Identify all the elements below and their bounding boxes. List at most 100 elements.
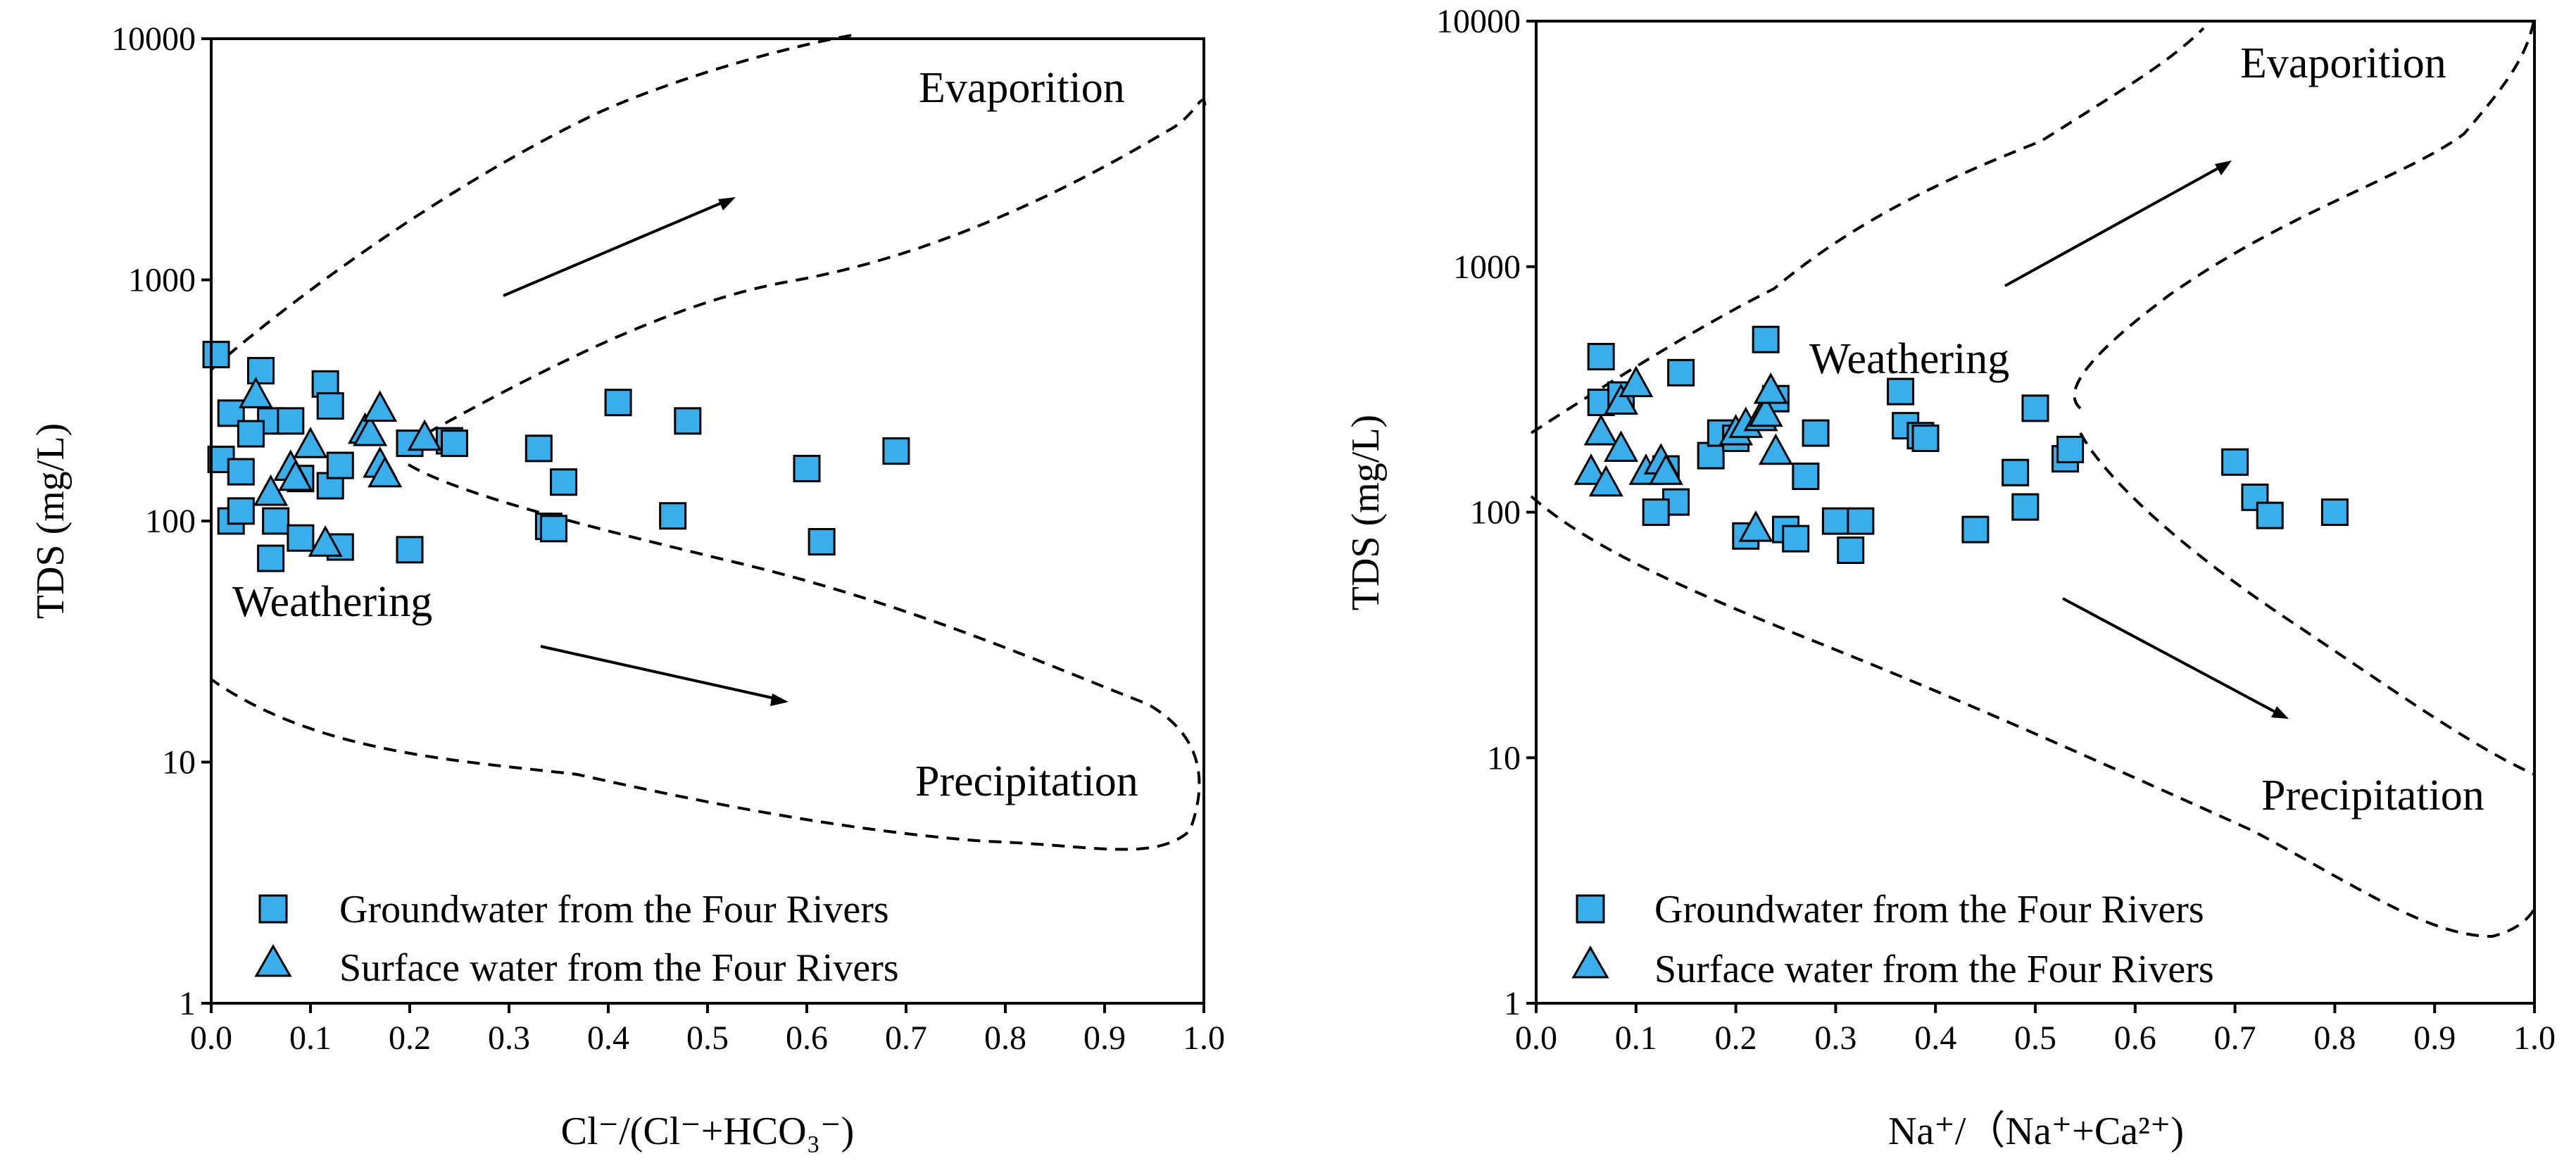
groundwater-point xyxy=(2011,493,2040,521)
right-evaporation-dashed-boundary xyxy=(2073,17,2536,410)
groundwater-point xyxy=(1961,515,1990,544)
left-label-evaporition: Evaporition xyxy=(919,64,1125,112)
groundwater-point xyxy=(1667,358,1695,387)
right-arrow-precipitation xyxy=(2062,597,2280,715)
x-tick-label: 0.5 xyxy=(2014,1019,2056,1057)
groundwater-point xyxy=(1642,498,1670,526)
groundwater-point xyxy=(524,434,553,463)
groundwater-point xyxy=(1821,507,1849,535)
surface-water-point xyxy=(1753,372,1788,404)
surface-water-point xyxy=(367,456,403,488)
x-tick-label: 0.4 xyxy=(587,1019,629,1057)
x-tick-label: 0.7 xyxy=(2214,1019,2256,1057)
x-tick-label: 0.5 xyxy=(686,1019,729,1057)
surface-water-point xyxy=(293,427,328,458)
x-tick-label: 0.0 xyxy=(1515,1019,1557,1057)
right-axes: 0.0 0.1 0.2 0.3 0.4 0.5 0.6 0.7 0.8 0.9 1.0 1 10 100 1… xyxy=(1436,3,2556,1057)
x-tick-label: 0.2 xyxy=(389,1019,431,1057)
right-label-precipitation: Precipitation xyxy=(2261,772,2484,820)
left-label-weathering: Weathering xyxy=(232,578,432,626)
x-tick-label: 0.8 xyxy=(984,1019,1026,1057)
y-tick-label: 1 xyxy=(179,985,196,1022)
groundwater-point xyxy=(2256,501,2284,529)
groundwater-point xyxy=(316,392,344,420)
groundwater-point xyxy=(604,389,632,417)
right-precipitation-dashed-boundary xyxy=(2079,432,2535,776)
right-arrowhead-evaporation xyxy=(2215,161,2232,175)
groundwater-point xyxy=(550,468,578,496)
y-tick-label: 1 xyxy=(1504,985,1521,1022)
right-legend-groundwater: Groundwater from the Four Rivers xyxy=(1654,888,2204,931)
groundwater-point xyxy=(237,420,265,448)
left-plot-frame xyxy=(210,37,1205,1005)
right-label-evaporition: Evaporition xyxy=(2240,39,2446,87)
left-legend-square-marker xyxy=(258,894,288,924)
right-y-axis-label: TDS (mg/L) xyxy=(1344,415,1388,610)
x-tick-label: 0.0 xyxy=(190,1019,232,1057)
groundwater-point xyxy=(1752,325,1780,353)
y-tick-label: 10 xyxy=(1487,739,1521,777)
left-legend-triangle-marker xyxy=(254,943,292,977)
groundwater-point xyxy=(227,497,255,525)
surface-water-point xyxy=(1573,453,1609,485)
right-data-points xyxy=(1573,325,2349,565)
groundwater-point xyxy=(202,341,230,369)
right-legend-square-marker xyxy=(1576,894,1605,924)
surface-water-point xyxy=(353,414,388,446)
y-tick-label: 1000 xyxy=(128,262,196,299)
surface-water-point xyxy=(1588,465,1623,497)
x-tick-label: 1.0 xyxy=(1183,1019,1225,1057)
left-y-axis-label: TDS (mg/L) xyxy=(29,423,73,619)
left-legend-groundwater: Groundwater from the Four Rivers xyxy=(339,888,889,931)
right-chart: 0.0 0.1 0.2 0.3 0.4 0.5 0.6 0.7 0.8 0.9 1.0 1 10 100 1… xyxy=(1344,3,2556,1153)
left-arrow-evaporation xyxy=(503,200,726,297)
y-tick-label: 10 xyxy=(162,744,196,781)
y-tick-label: 100 xyxy=(1470,494,1521,532)
right-arrowhead-precipitation xyxy=(2271,706,2289,719)
x-tick-label: 0.9 xyxy=(2413,1019,2456,1057)
x-tick-label: 0.1 xyxy=(1615,1019,1657,1057)
groundwater-point xyxy=(396,536,424,564)
groundwater-point xyxy=(793,455,821,483)
x-tick-label: 0.9 xyxy=(1083,1019,1126,1057)
left-evaporation-dashed-boundary xyxy=(408,99,1207,445)
x-tick-label: 0.6 xyxy=(2114,1019,2156,1057)
right-legend-surface-water: Surface water from the Four Rivers xyxy=(1654,948,2214,991)
left-x-axis-label: Cl⁻/(Cl⁻+HCO₃⁻) xyxy=(561,1110,855,1153)
groundwater-point xyxy=(1697,441,1725,470)
left-precipitation-dashed-boundary xyxy=(210,463,1201,851)
surface-water-point xyxy=(1748,395,1783,427)
left-axes: 0.0 0.1 0.2 0.3 0.4 0.5 0.6 0.7 0.8 0.9 1.0 1 10 100 1… xyxy=(111,20,1225,1057)
groundwater-point xyxy=(257,544,285,572)
left-data-points xyxy=(202,341,910,572)
surface-water-point xyxy=(1583,414,1619,446)
groundwater-point xyxy=(1782,525,1810,553)
right-arrow-evaporation xyxy=(2004,165,2223,287)
surface-water-point xyxy=(1738,510,1773,542)
left-upper-dashed-boundary xyxy=(210,34,853,371)
groundwater-point xyxy=(674,407,702,435)
groundwater-point xyxy=(326,451,354,479)
groundwater-point xyxy=(277,407,305,435)
x-tick-label: 0.1 xyxy=(289,1019,332,1057)
groundwater-point xyxy=(227,458,255,486)
groundwater-point xyxy=(1837,536,1865,565)
surface-water-point xyxy=(1603,430,1639,462)
surface-water-point xyxy=(308,525,343,557)
surface-water-point xyxy=(238,377,273,408)
groundwater-point xyxy=(287,524,315,552)
groundwater-point xyxy=(2056,435,2085,463)
surface-water-point xyxy=(1619,365,1654,398)
groundwater-point xyxy=(1887,377,1915,406)
groundwater-point xyxy=(2002,458,2030,486)
x-tick-label: 0.8 xyxy=(2313,1019,2356,1057)
groundwater-point xyxy=(1802,419,1830,447)
surface-water-point xyxy=(407,419,442,451)
left-chart: 0.0 0.1 0.2 0.3 0.4 0.5 0.6 0.7 0.8 0.9 1.0 1 10 100 1… xyxy=(29,20,1225,1153)
groundwater-point xyxy=(1587,343,1615,371)
right-label-weathering: Weathering xyxy=(1809,335,2009,383)
groundwater-point xyxy=(1911,425,1940,453)
x-tick-label: 0.4 xyxy=(1914,1019,1956,1057)
x-tick-label: 0.7 xyxy=(885,1019,927,1057)
